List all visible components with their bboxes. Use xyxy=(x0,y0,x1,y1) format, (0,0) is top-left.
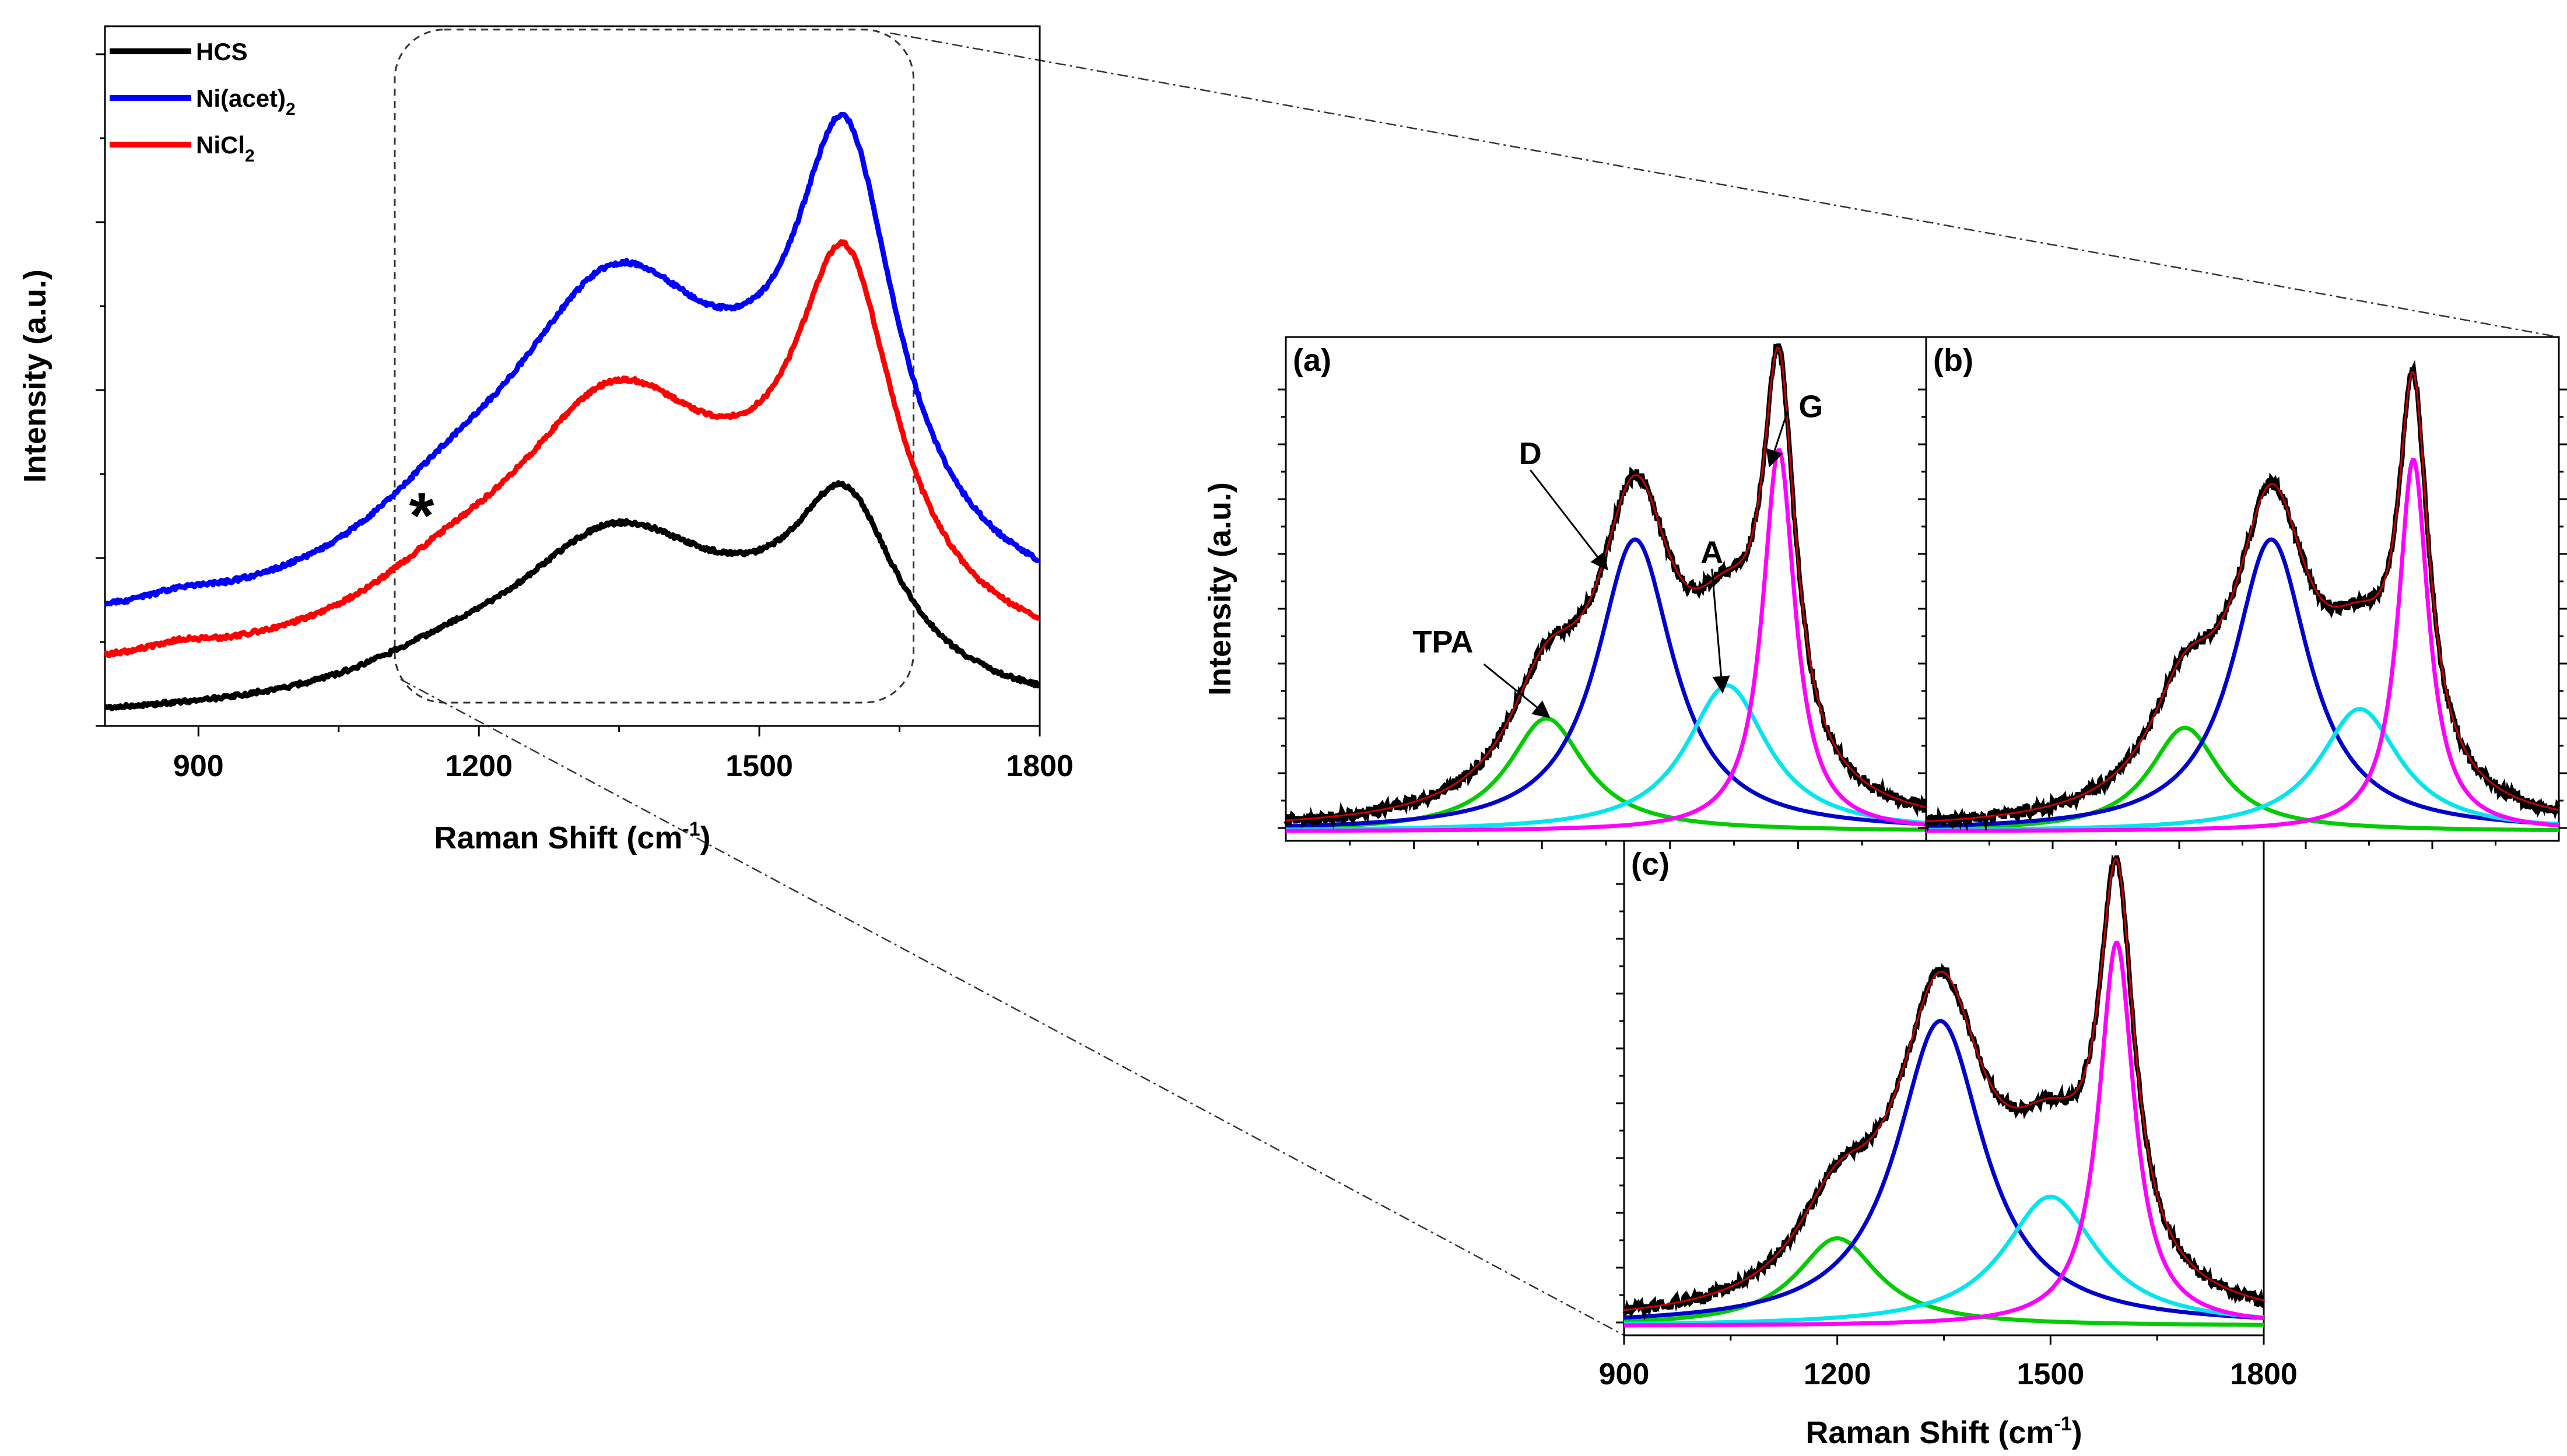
peak-label-a: A xyxy=(1700,535,1723,570)
component-tpa-curve xyxy=(1623,1236,2264,1327)
measured-spectrum xyxy=(1284,343,1927,829)
main-chart: 900 1200 1500 1800 Raman Shift (cm-1) Intensi… xyxy=(17,25,1074,855)
x-axis-title: Raman Shift (cm-1) xyxy=(434,818,710,855)
cumulative-fit-curve xyxy=(1926,370,2559,823)
zoom-connector-bottom xyxy=(400,678,1625,1336)
component-d-curve xyxy=(1926,537,2559,829)
x-tick-label: 1200 xyxy=(445,749,513,783)
zoom-connector-top xyxy=(890,32,2559,338)
peak-arrow xyxy=(1711,569,1730,694)
x-axis-title: Raman Shift (cm-1) xyxy=(1805,1413,2082,1450)
legend-label: HCS xyxy=(196,38,248,65)
panel-label: (c) xyxy=(1631,847,1670,882)
peak-label-g: G xyxy=(1798,389,1823,424)
panel-label: (b) xyxy=(1933,343,1973,378)
series-line-nicl2 xyxy=(103,239,1040,658)
legend-label: Ni(acet)2 xyxy=(196,85,296,119)
zoom-connectors xyxy=(400,32,2559,1336)
peak-arrow xyxy=(1530,469,1608,571)
asterisk-annotation: * xyxy=(409,480,434,552)
x-tick-label: 1500 xyxy=(2017,1357,2084,1391)
peak-arrow xyxy=(1483,663,1551,718)
component-tpa-curve xyxy=(1926,725,2559,832)
x-tick-label: 1800 xyxy=(2230,1357,2298,1391)
panel-frame xyxy=(1285,336,1927,842)
component-g-curve xyxy=(1926,458,2559,833)
component-a-curve xyxy=(1623,1194,2264,1326)
cumulative-fit-curve xyxy=(1623,858,2264,1311)
panel-a: (a) Intensity (a.u.) TPA D A G xyxy=(1202,336,1927,849)
component-d-curve xyxy=(1285,537,1927,829)
x-tick-label: 900 xyxy=(1599,1357,1650,1391)
series-line-hcs xyxy=(103,480,1040,711)
measured-spectrum xyxy=(1622,854,2265,1321)
legend-label: NiCl2 xyxy=(196,131,255,166)
y-axis-title: Intensity (a.u.) xyxy=(17,269,52,483)
panel-frame xyxy=(1925,336,2560,842)
component-g-curve xyxy=(1624,941,2264,1328)
cumulative-fit-curve xyxy=(1285,346,1926,822)
series-line-ni-acet-2 xyxy=(103,111,1041,606)
x-tick-label: 1200 xyxy=(1804,1357,1871,1391)
panel-b: (b) xyxy=(1918,336,2567,849)
x-tick-label: 900 xyxy=(173,749,224,783)
panel-c: 900 1200 1500 1800 (c) Raman Shift (cm-1) xyxy=(1599,840,2298,1450)
panel-frame xyxy=(1623,840,2265,1336)
y-axis-title: Intensity (a.u.) xyxy=(1202,482,1237,696)
component-g-curve xyxy=(1286,448,1927,833)
peak-label-tpa: TPA xyxy=(1413,624,1474,659)
x-tick-label: 1800 xyxy=(1006,749,1074,783)
peak-label-d: D xyxy=(1519,436,1542,471)
x-tick-label: 1500 xyxy=(725,749,793,783)
component-d-curve xyxy=(1623,1019,2264,1320)
panel-label: (a) xyxy=(1293,343,1331,378)
zoom-region xyxy=(394,29,915,704)
measured-spectrum xyxy=(1924,360,2560,832)
plot-frame xyxy=(104,25,1041,727)
peak-arrow xyxy=(1766,411,1789,468)
component-a-curve xyxy=(1286,683,1927,832)
